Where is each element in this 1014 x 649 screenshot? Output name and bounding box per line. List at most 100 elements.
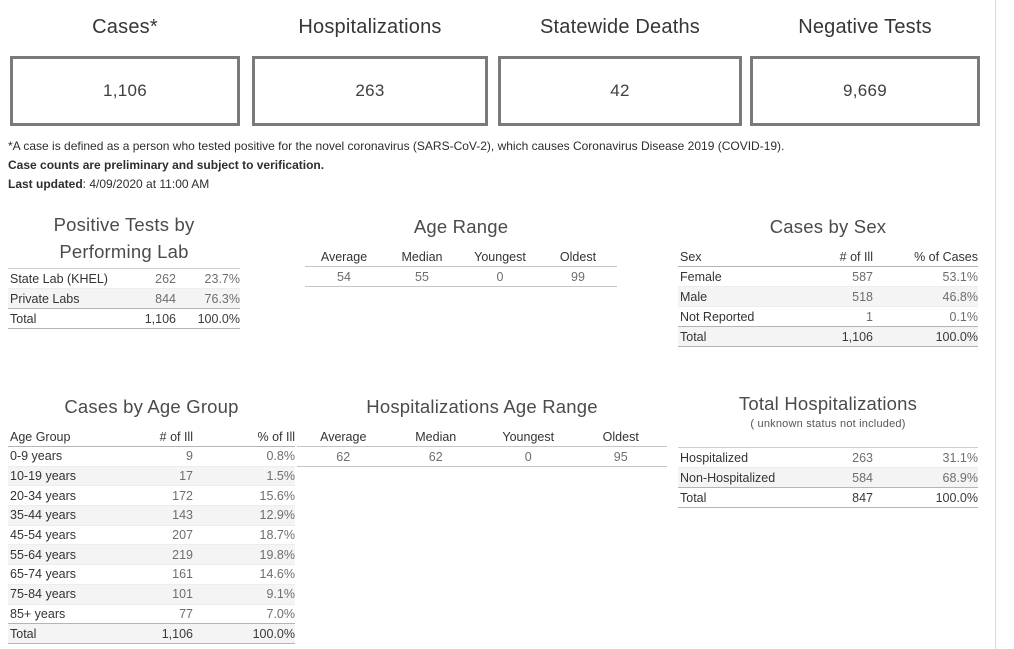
row-label: Male bbox=[680, 289, 708, 304]
table-row: Private Labs 844 76.3% bbox=[8, 289, 240, 309]
table-total-row: Total 1,106 100.0% bbox=[678, 327, 978, 347]
row-percent: 12.9% bbox=[259, 508, 295, 523]
table-row: 75-84 years 101 9.1% bbox=[8, 584, 296, 605]
row-percent: 9.1% bbox=[266, 587, 296, 602]
total-hosp-title-text: Total Hospitalizations bbox=[738, 393, 918, 414]
row-count: 161 bbox=[172, 567, 193, 582]
column-header: % of Cases bbox=[914, 250, 978, 264]
kpi-negative-tests-card: 9,669 bbox=[750, 56, 980, 126]
footnotes: *A case is defined as a person who teste… bbox=[8, 137, 784, 194]
row-count: 1,106 bbox=[841, 329, 873, 344]
column-header: Sex bbox=[680, 250, 702, 264]
table-row: 0-9 years 9 0.8% bbox=[8, 447, 295, 467]
column-header: Median bbox=[401, 250, 443, 264]
hosp-age-range-title: Hospitalizations Age Range bbox=[366, 396, 598, 417]
row-count: 518 bbox=[852, 289, 873, 304]
table-row: 55-64 years 219 19.8% bbox=[8, 545, 295, 566]
column-header: % of Ill bbox=[257, 430, 295, 444]
row-percent: 0.8% bbox=[266, 449, 296, 464]
kpi-negative-tests-label: Negative Tests bbox=[798, 16, 932, 38]
row-percent: 7.0% bbox=[266, 606, 296, 621]
table-row: Female 587 53.1% bbox=[678, 267, 978, 287]
row-percent: 18.7% bbox=[259, 528, 295, 543]
row-percent: 31.1% bbox=[942, 450, 978, 465]
cell-median: 62 bbox=[428, 449, 443, 464]
kpi-negative-tests: Negative Tests 9,669 bbox=[750, 12, 980, 126]
total-hosp-table: Hospitalized 263 31.1% Non-Hospitalized … bbox=[678, 447, 978, 508]
cases-by-age-group-table: Age Group # of Ill % of Ill 0-9 years 9 … bbox=[8, 428, 295, 644]
row-label: 85+ years bbox=[10, 606, 66, 621]
column-header: # of Ill bbox=[839, 250, 873, 264]
age-range-table: Average Median Youngest Oldest 54 55 0 9… bbox=[305, 248, 617, 287]
table-row: 20-34 years 172 15.6% bbox=[8, 486, 295, 507]
positive-tests-title-line2: Performing Lab bbox=[59, 241, 189, 262]
table-header-row: Age Group # of Ill % of Ill bbox=[8, 428, 295, 447]
row-label: Total bbox=[680, 329, 707, 344]
row-label: Not Reported bbox=[680, 309, 755, 324]
right-edge-divider bbox=[995, 0, 996, 649]
column-header: Youngest bbox=[502, 430, 555, 444]
footnote-preliminary: Case counts are preliminary and subject … bbox=[8, 158, 325, 172]
table-header-row: Average Median Youngest Oldest bbox=[297, 428, 667, 447]
table-row: Not Reported 1 0.1% bbox=[678, 307, 978, 327]
row-percent: 68.9% bbox=[942, 470, 978, 485]
table-header-row: Average Median Youngest Oldest bbox=[305, 248, 617, 267]
column-header: Oldest bbox=[602, 430, 639, 444]
row-label: 20-34 years bbox=[10, 488, 77, 503]
table-total-row: Total 1,106 100.0% bbox=[8, 309, 240, 329]
cell-youngest: 0 bbox=[524, 449, 532, 464]
positive-tests-table: State Lab (KHEL) 262 23.7% Private Labs … bbox=[8, 268, 240, 329]
row-label: Total bbox=[680, 490, 707, 505]
column-header: Average bbox=[320, 250, 368, 264]
row-percent: 0.1% bbox=[949, 309, 979, 324]
row-label: 10-19 years bbox=[10, 469, 77, 484]
kpi-statewide-deaths-value: 42 bbox=[610, 81, 630, 100]
row-label: 45-54 years bbox=[10, 528, 77, 543]
row-percent: 46.8% bbox=[942, 289, 978, 304]
kpi-cases: Cases* 1,106 bbox=[10, 12, 240, 126]
column-header: # of Ill bbox=[159, 430, 193, 444]
table-row: 35-44 years 143 12.9% bbox=[8, 506, 295, 526]
footnote-last-updated: Last updated: 4/09/2020 at 11:00 AM bbox=[8, 175, 784, 194]
table-row: State Lab (KHEL) 262 23.7% bbox=[8, 269, 240, 289]
row-label: Non-Hospitalized bbox=[680, 470, 776, 485]
kpi-hospitalizations-label: Hospitalizations bbox=[298, 16, 442, 38]
last-updated-value: : 4/09/2020 at 11:00 AM bbox=[82, 177, 210, 191]
cases-by-sex-title: Cases by Sex bbox=[769, 216, 887, 237]
column-header: Average bbox=[320, 430, 367, 444]
kpi-cases-value: 1,106 bbox=[102, 81, 148, 100]
column-header: Median bbox=[415, 430, 457, 444]
row-count: 263 bbox=[852, 450, 873, 465]
cell-average: 62 bbox=[336, 449, 351, 464]
row-label: 75-84 years bbox=[10, 587, 77, 602]
row-count: 219 bbox=[172, 547, 193, 562]
row-count: 1,106 bbox=[144, 311, 176, 326]
row-label: 0-9 years bbox=[10, 449, 63, 464]
cell-median: 55 bbox=[415, 269, 429, 284]
table-row: Male 518 46.8% bbox=[678, 287, 978, 307]
row-label: 35-44 years bbox=[10, 508, 77, 523]
row-label: Female bbox=[680, 269, 722, 284]
row-percent: 100.0% bbox=[935, 490, 978, 505]
row-percent: 19.8% bbox=[259, 547, 295, 562]
kpi-cases-label: Cases* bbox=[92, 16, 158, 38]
cell-average: 54 bbox=[337, 269, 351, 284]
kpi-hospitalizations-value: 263 bbox=[355, 81, 385, 100]
table-row: 54 55 0 99 bbox=[305, 267, 617, 287]
row-label: Total bbox=[10, 626, 37, 641]
table-row: 62 62 0 95 bbox=[297, 447, 667, 467]
row-percent: 14.6% bbox=[259, 567, 295, 582]
row-label: Total bbox=[10, 311, 37, 326]
row-count: 844 bbox=[155, 291, 176, 306]
row-count: 207 bbox=[172, 528, 193, 543]
row-percent: 100.0% bbox=[197, 311, 240, 326]
row-percent: 53.1% bbox=[942, 269, 978, 284]
footnote-case-definition: *A case is defined as a person who teste… bbox=[8, 139, 785, 153]
cases-by-sex-table: Sex # of Ill % of Cases Female 587 53.1%… bbox=[678, 248, 978, 347]
column-header: Age Group bbox=[10, 430, 71, 444]
kpi-cases-card: 1,106 bbox=[10, 56, 240, 126]
row-count: 101 bbox=[172, 587, 193, 602]
row-percent: 100.0% bbox=[252, 626, 295, 641]
row-count: 584 bbox=[852, 470, 873, 485]
cases-by-age-group-title: Cases by Age Group bbox=[64, 396, 239, 417]
